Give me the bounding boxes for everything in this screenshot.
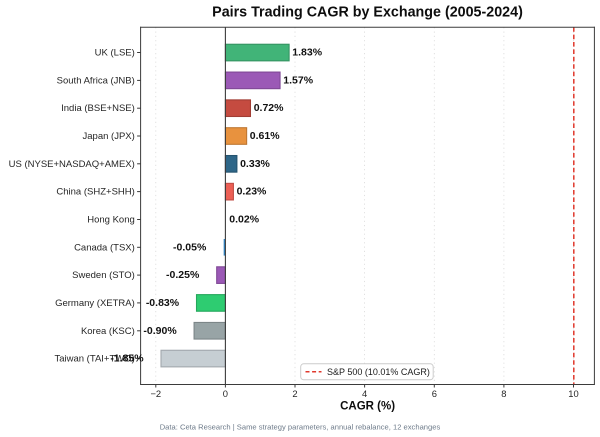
svg-text:UK (LSE): UK (LSE) [95, 48, 135, 59]
svg-text:−2: −2 [150, 388, 161, 399]
svg-text:Sweden (STO): Sweden (STO) [72, 270, 135, 281]
svg-text:10: 10 [568, 388, 578, 399]
svg-text:India (BSE+NSE): India (BSE+NSE) [61, 103, 135, 114]
svg-text:US (NYSE+NASDAQ+AMEX): US (NYSE+NASDAQ+AMEX) [9, 159, 135, 170]
svg-text:1.57%: 1.57% [283, 74, 313, 86]
svg-text:2: 2 [292, 388, 297, 399]
svg-text:1.83%: 1.83% [292, 47, 322, 59]
svg-text:0.33%: 0.33% [240, 158, 270, 170]
svg-text:South Africa (JNB): South Africa (JNB) [57, 75, 135, 86]
svg-text:Hong Kong: Hong Kong [87, 215, 135, 226]
svg-text:0.61%: 0.61% [250, 130, 280, 142]
svg-text:China (SHZ+SHH): China (SHZ+SHH) [56, 187, 134, 198]
svg-text:Data: Ceta Research | Same str: Data: Ceta Research | Same strategy para… [160, 423, 441, 432]
svg-text:Canada (TSX): Canada (TSX) [74, 242, 135, 253]
svg-text:CAGR (%): CAGR (%) [340, 401, 395, 413]
svg-text:6: 6 [432, 388, 437, 399]
svg-text:-0.25%: -0.25% [166, 269, 200, 281]
svg-text:-1.85%: -1.85% [110, 353, 144, 365]
svg-text:S&P 500 (10.01% CAGR): S&P 500 (10.01% CAGR) [327, 367, 430, 377]
svg-text:-0.83%: -0.83% [146, 297, 180, 309]
svg-text:0.02%: 0.02% [229, 214, 259, 226]
svg-text:0.72%: 0.72% [254, 102, 284, 114]
svg-text:Germany (XETRA): Germany (XETRA) [55, 298, 135, 309]
svg-text:Korea (KSC): Korea (KSC) [81, 326, 135, 337]
svg-text:-0.90%: -0.90% [143, 325, 177, 337]
svg-text:0.23%: 0.23% [237, 186, 267, 198]
svg-text:0: 0 [223, 388, 228, 399]
svg-text:8: 8 [501, 388, 506, 399]
svg-text:Taiwan (TAI+TWO): Taiwan (TAI+TWO) [54, 354, 134, 365]
svg-text:Pairs Trading CAGR by Exchange: Pairs Trading CAGR by Exchange (2005-202… [212, 5, 523, 21]
svg-text:Japan (JPX): Japan (JPX) [83, 131, 135, 142]
svg-text:-0.05%: -0.05% [173, 241, 207, 253]
svg-text:4: 4 [362, 388, 367, 399]
